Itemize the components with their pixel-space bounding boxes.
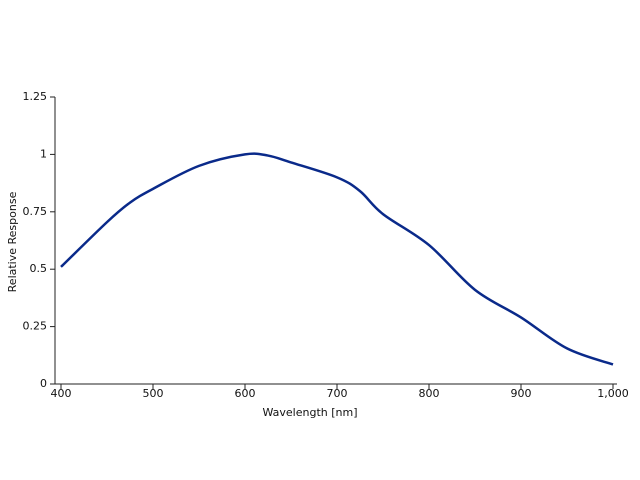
y-tick-label: 0.25 <box>23 320 48 333</box>
x-tick-label: 400 <box>51 387 72 400</box>
y-tick-label: 0.75 <box>23 205 48 218</box>
y-tick-label: 0.5 <box>30 262 48 275</box>
x-axis-title: Wavelength [nm] <box>262 406 357 419</box>
x-tick-label: 500 <box>143 387 164 400</box>
y-tick-label: 1 <box>40 147 47 160</box>
x-tick-label: 600 <box>235 387 256 400</box>
x-tick-label: 700 <box>327 387 348 400</box>
x-tick-label: 900 <box>511 387 532 400</box>
line-series <box>60 152 614 366</box>
y-tick-label: 1.25 <box>23 90 48 103</box>
x-tick-label: 1,000 <box>597 387 629 400</box>
y-axis-title: Relative Response <box>6 191 19 292</box>
x-tick-label: 800 <box>419 387 440 400</box>
y-tick-label: 0 <box>40 377 47 390</box>
